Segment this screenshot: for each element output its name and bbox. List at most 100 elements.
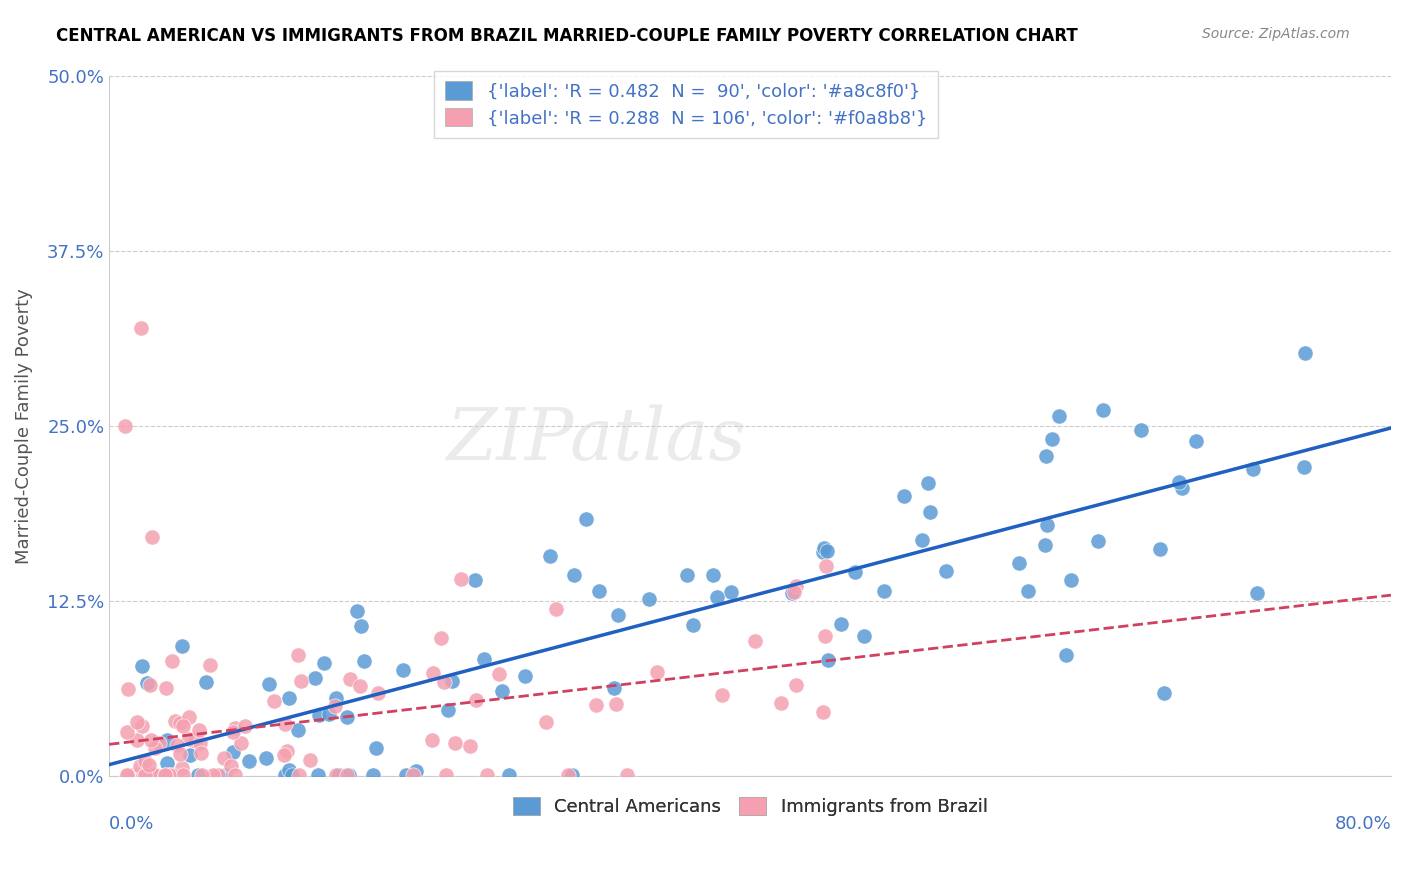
Point: [124, 768, 146, 782]
Point: [141, 732, 163, 747]
Point: [170, 760, 193, 774]
Point: [323, 699, 346, 714]
Point: [138, 768, 160, 782]
Point: [782, 586, 804, 600]
Point: [145, 740, 167, 755]
Point: [134, 754, 156, 768]
Point: [546, 601, 568, 615]
Point: [813, 541, 835, 555]
Point: [273, 747, 295, 762]
Point: [893, 490, 915, 504]
Point: [1129, 423, 1152, 437]
Point: [346, 604, 368, 618]
Point: [557, 768, 579, 782]
Point: [337, 768, 360, 782]
Point: [129, 320, 152, 334]
Point: [1294, 460, 1316, 475]
Point: [1017, 584, 1039, 599]
Point: [200, 657, 222, 672]
Point: [475, 768, 498, 782]
Point: [304, 671, 326, 685]
Point: [336, 768, 359, 782]
Point: [1047, 409, 1070, 423]
Point: [160, 654, 183, 668]
Point: [603, 681, 626, 695]
Point: [1241, 462, 1264, 476]
Point: [115, 768, 138, 782]
Point: [141, 768, 163, 782]
Point: [585, 698, 607, 712]
Point: [179, 748, 201, 763]
Legend: Central Americans, Immigrants from Brazil: Central Americans, Immigrants from Brazi…: [505, 789, 995, 823]
Point: [675, 568, 697, 582]
Point: [135, 768, 157, 782]
Point: [278, 763, 301, 777]
Point: [770, 696, 793, 710]
Point: [214, 768, 236, 782]
Point: [134, 768, 156, 782]
Point: [607, 608, 630, 623]
Point: [815, 544, 838, 558]
Point: [817, 653, 839, 667]
Point: [444, 736, 467, 750]
Point: [575, 511, 598, 525]
Point: [169, 747, 191, 761]
Point: [437, 703, 460, 717]
Point: [1091, 403, 1114, 417]
Point: [201, 768, 224, 782]
Point: [153, 768, 176, 782]
Point: [148, 736, 170, 750]
Point: [169, 716, 191, 731]
Point: [395, 768, 418, 782]
Point: [811, 705, 834, 719]
Point: [187, 768, 209, 782]
Point: [134, 768, 156, 782]
Point: [298, 753, 321, 767]
Text: CENTRAL AMERICAN VS IMMIGRANTS FROM BRAZIL MARRIED-COUPLE FAMILY POVERTY CORRELA: CENTRAL AMERICAN VS IMMIGRANTS FROM BRAZ…: [56, 27, 1078, 45]
Point: [339, 672, 361, 686]
Point: [616, 768, 638, 782]
Point: [307, 768, 329, 782]
Point: [207, 768, 229, 782]
Point: [238, 754, 260, 768]
Point: [125, 733, 148, 747]
Point: [538, 549, 561, 563]
Point: [706, 590, 728, 604]
Point: [287, 723, 309, 737]
Point: [155, 681, 177, 695]
Point: [115, 725, 138, 739]
Point: [465, 693, 488, 707]
Point: [1059, 574, 1081, 588]
Point: [212, 751, 235, 765]
Point: [430, 631, 453, 645]
Point: [785, 677, 807, 691]
Point: [1246, 586, 1268, 600]
Point: [844, 566, 866, 580]
Point: [1185, 434, 1208, 449]
Point: [312, 656, 335, 670]
Point: [131, 768, 153, 782]
Point: [917, 475, 939, 490]
Point: [349, 619, 371, 633]
Point: [433, 675, 456, 690]
Point: [288, 768, 311, 782]
Point: [405, 764, 427, 779]
Point: [179, 710, 201, 724]
Point: [224, 721, 246, 735]
Point: [367, 686, 389, 700]
Point: [813, 629, 835, 643]
Point: [184, 733, 207, 747]
Point: [224, 768, 246, 782]
Point: [785, 579, 807, 593]
Point: [682, 618, 704, 632]
Point: [325, 768, 347, 782]
Point: [813, 545, 835, 559]
Point: [1040, 432, 1063, 446]
Point: [1036, 517, 1059, 532]
Point: [1054, 648, 1077, 662]
Point: [935, 565, 957, 579]
Point: [290, 673, 312, 688]
Point: [491, 684, 513, 698]
Point: [349, 679, 371, 693]
Point: [1167, 475, 1189, 489]
